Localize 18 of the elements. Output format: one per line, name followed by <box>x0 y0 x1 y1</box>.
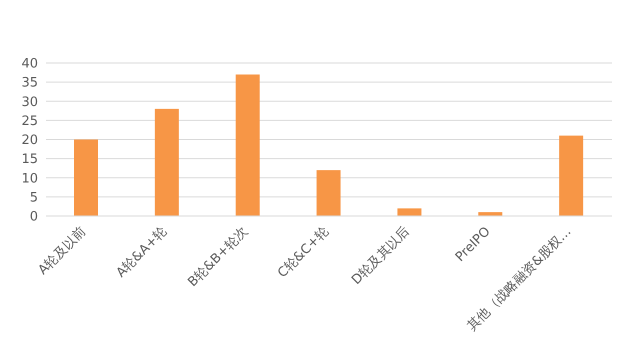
y-tick-label: 5 <box>30 190 38 206</box>
y-tick-label: 15 <box>21 152 38 168</box>
x-tick-label: A轮及以前 <box>36 224 90 278</box>
y-tick-label: 0 <box>30 210 38 225</box>
bar <box>316 170 341 216</box>
bar <box>236 74 260 216</box>
y-tick-label: 20 <box>21 133 38 148</box>
x-tick-label: D轮及其以后 <box>349 224 413 288</box>
bar <box>74 140 98 216</box>
y-tick-label: 10 <box>21 171 38 186</box>
bar <box>154 108 179 216</box>
bar <box>478 212 502 216</box>
y-tick-label: 30 <box>21 94 38 110</box>
bar <box>397 208 422 216</box>
y-tick-label: 25 <box>21 114 38 129</box>
y-tick-label: 35 <box>21 76 38 91</box>
y-tick-label: 40 <box>21 56 38 72</box>
bar <box>559 136 584 216</box>
